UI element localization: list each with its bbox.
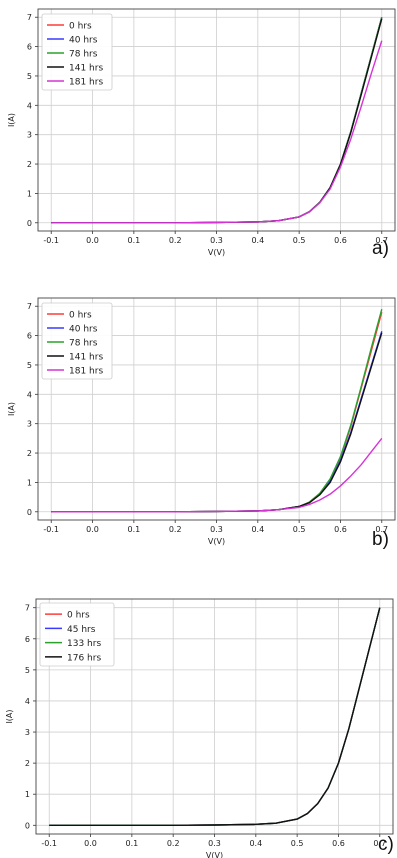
y-tick-label: 3 xyxy=(27,420,32,429)
panel-label-a: a) xyxy=(372,238,389,259)
x-tick-label: 0.7 xyxy=(375,236,388,245)
x-tick-label: 0.1 xyxy=(125,839,138,848)
legend-label: 0 hrs xyxy=(69,311,92,321)
y-axis-label: I(A) xyxy=(7,113,16,127)
x-tick-label: 0.3 xyxy=(210,236,223,245)
legend-label: 40 hrs xyxy=(69,36,98,46)
y-tick-label: 2 xyxy=(27,449,32,458)
x-tick-label: 0.5 xyxy=(293,236,306,245)
legend-label: 78 hrs xyxy=(69,339,98,349)
x-tick-label: -0.1 xyxy=(43,525,59,534)
y-axis-label: I(A) xyxy=(5,709,14,723)
y-tick-label: 5 xyxy=(25,666,30,675)
legend-label: 78 hrs xyxy=(69,50,98,60)
x-tick-label: 0.0 xyxy=(84,839,97,848)
series-line xyxy=(51,40,383,224)
legend-label: 40 hrs xyxy=(69,325,98,335)
x-tick-label: 0.0 xyxy=(86,525,99,534)
y-tick-label: 4 xyxy=(27,390,32,399)
x-tick-label: 0.0 xyxy=(86,236,99,245)
legend-label: 0 hrs xyxy=(67,611,90,621)
y-tick-label: 4 xyxy=(27,101,32,110)
y-tick-label: 2 xyxy=(25,759,30,768)
x-tick-label: 0.3 xyxy=(208,839,221,848)
panel-label-b: b) xyxy=(372,529,389,550)
legend-label: 176 hrs xyxy=(67,653,101,663)
chart-panel-b: -0.1 0.0 0.1 0.2 0.3 0.4 0.5 0.6 0.7 0 1 2 3 4 5 6 7 V(V)… xyxy=(0,288,397,573)
plot-frame xyxy=(35,598,394,835)
y-tick-label: 5 xyxy=(27,72,32,81)
x-tick-label: 0.6 xyxy=(334,525,347,534)
x-axis-label: V(V) xyxy=(206,851,223,858)
x-tick-label: 0.6 xyxy=(334,236,347,245)
x-tick-label: 0.7 xyxy=(373,839,386,848)
panel-label-c: c) xyxy=(378,834,394,855)
legend-box xyxy=(41,302,113,380)
plot-frame xyxy=(37,8,396,232)
x-axis-label: V(V) xyxy=(208,248,225,257)
chart-a-svg: -0.1 0.0 0.1 0.2 0.3 0.4 0.5 0.6 0.7 0 1 2 3 4 5 6 7 V(V)… xyxy=(7,8,396,257)
y-tick-label: 3 xyxy=(27,131,32,140)
x-tick-label: 0.3 xyxy=(210,525,223,534)
x-tick-label: 0.4 xyxy=(251,525,264,534)
legend-label: 141 hrs xyxy=(69,64,103,74)
legend-label: 181 hrs xyxy=(69,78,103,88)
y-tick-label: 6 xyxy=(25,635,30,644)
y-tick-label: 6 xyxy=(27,332,32,341)
y-tick-label: 7 xyxy=(25,604,30,613)
x-tick-label: 0.4 xyxy=(251,236,264,245)
x-tick-label: 0.1 xyxy=(127,525,140,534)
legend-label: 181 hrs xyxy=(69,367,103,377)
x-tick-label: 0.5 xyxy=(293,525,306,534)
chart-panel-c: -0.1 0.0 0.1 0.2 0.3 0.4 0.5 0.6 0.7 0 1 2 3 4 5 6 7 V(V)… xyxy=(0,588,397,858)
y-tick-label: 7 xyxy=(27,302,32,311)
x-tick-label: 0.6 xyxy=(332,839,345,848)
x-tick-label: -0.1 xyxy=(43,236,59,245)
y-tick-label: 1 xyxy=(25,790,30,799)
x-tick-label: 0.2 xyxy=(167,839,180,848)
x-tick-label: -0.1 xyxy=(41,839,57,848)
chart-c-svg: -0.1 0.0 0.1 0.2 0.3 0.4 0.5 0.6 0.7 0 1 2 3 4 5 6 7 V(V)… xyxy=(5,598,394,858)
legend-box xyxy=(39,602,115,667)
x-axis-label: V(V) xyxy=(208,537,225,546)
y-tick-label: 5 xyxy=(27,361,32,370)
y-tick-label: 6 xyxy=(27,43,32,52)
legend-label: 0 hrs xyxy=(69,22,92,32)
legend-label: 141 hrs xyxy=(69,353,103,363)
x-tick-label: 0.7 xyxy=(375,525,388,534)
legend-label: 133 hrs xyxy=(67,639,101,649)
chart-panel-a: -0.1 0.0 0.1 0.2 0.3 0.4 0.5 0.6 0.7 0 1 2 3 4 5 6 7 V(V)… xyxy=(0,0,397,280)
y-tick-label: 0 xyxy=(25,821,30,830)
x-tick-label: 0.1 xyxy=(127,236,140,245)
x-tick-label: 0.2 xyxy=(169,525,182,534)
y-tick-label: 1 xyxy=(27,189,32,198)
y-tick-label: 0 xyxy=(27,508,32,517)
legend-box xyxy=(41,13,113,91)
y-tick-label: 4 xyxy=(25,697,30,706)
chart-b-svg: -0.1 0.0 0.1 0.2 0.3 0.4 0.5 0.6 0.7 0 1 2 3 4 5 6 7 V(V)… xyxy=(7,297,396,546)
y-tick-label: 7 xyxy=(27,13,32,22)
y-tick-label: 3 xyxy=(25,728,30,737)
series-line xyxy=(49,607,381,827)
y-axis-label: I(A) xyxy=(7,402,16,416)
y-tick-label: 1 xyxy=(27,478,32,487)
series-line xyxy=(51,437,383,513)
x-tick-label: 0.2 xyxy=(169,236,182,245)
x-tick-label: 0.5 xyxy=(291,839,304,848)
y-tick-label: 0 xyxy=(27,219,32,228)
y-tick-label: 2 xyxy=(27,160,32,169)
legend-label: 45 hrs xyxy=(67,625,96,635)
x-tick-label: 0.4 xyxy=(249,839,262,848)
plot-frame xyxy=(37,297,396,521)
